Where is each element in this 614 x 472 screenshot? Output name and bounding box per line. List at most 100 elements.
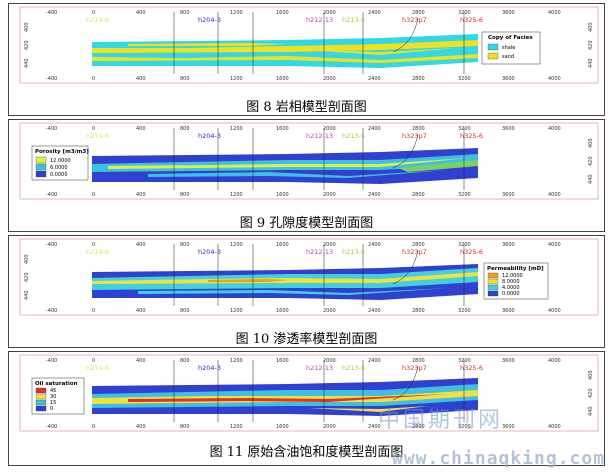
well-label: h204-3 [198,248,221,256]
y-tick-label: 400 [588,138,594,148]
tick-label: 0 [92,424,95,430]
tick-label: 2400 [368,126,381,132]
well-lines [173,360,465,422]
tick-label: 3200 [458,358,471,364]
tick-label: 4000 [548,308,561,314]
legend-item: 12.0000 [502,273,523,279]
tick-label: 2800 [412,76,425,82]
x-axis-top: -400 0 400 800 1200 1600 2000 2400 2800 … [46,358,561,364]
x-axis-top: -400 0 400 800 1200 1600 2000 2400 2800 … [46,126,561,132]
tick-label: 800 [180,76,190,82]
y-tick-label: 420 [588,388,594,398]
watermark-cn: 中国期刊网 [378,408,504,433]
y-tick-label: 400 [24,254,30,264]
tick-label: 0 [92,10,95,16]
permeability-section-plot: -400 0 400 800 1200 1600 2000 2400 2800 … [19,238,599,316]
y-tick-label: 400 [24,22,30,32]
well-labels: h214-6 h204-3 h212-13 h213-5 h323p7 h325… [86,132,483,140]
tick-label: 4000 [548,358,561,364]
legend-item: 45 [50,388,56,394]
x-axis-bottom: -400 0 400 800 1200 1600 2000 2400 2800 … [46,76,561,82]
legend-item: 15 [50,400,56,406]
tick-label: -400 [46,358,57,364]
tick-label: 400 [136,10,146,16]
tick-label: 800 [180,308,190,314]
well-label: h212-13 [306,16,333,24]
well-label: h214-6 [86,248,109,256]
tick-label: -400 [46,192,57,198]
tick-label: 1200 [230,126,243,132]
legend-item: sand [502,54,514,60]
y-tick-label: 440 [588,406,594,416]
tick-label: 2800 [412,308,425,314]
legend-title: Permeability [mD] [487,266,544,272]
tick-label: 2000 [323,76,336,82]
porosity-section-plot: -400 0 400 800 1200 1600 2000 2400 2800 … [19,122,599,200]
well-lines [173,128,465,190]
oil-saturation-section-panel: -400 0 400 800 1200 1600 2000 2400 2800 … [8,352,605,433]
legend-item: 0 [50,406,53,412]
well-label: h325-6 [460,16,483,24]
well-label: h323p7 [402,132,427,140]
well-label: h214-6 [86,132,109,140]
tick-label: 2400 [368,192,381,198]
legend-item: 12.0000 [50,158,71,164]
y-axis-right: 400 420 440 [588,22,594,68]
tick-label: 3200 [458,242,471,248]
well-label: h204-3 [198,132,221,140]
legend-porosity: Porosity [m3/m3] 12.0000 6.0000 0.0000 [31,145,89,181]
tick-label: 2800 [412,10,425,16]
legend-title: Copy of Facies [488,35,533,41]
tick-label: 3600 [502,76,515,82]
tick-label: 3600 [502,192,515,198]
y-tick-label: 400 [588,370,594,380]
y-tick-label: 400 [588,22,594,32]
tick-label: 2400 [368,76,381,82]
tick-label: 2000 [323,358,336,364]
tick-label: 2000 [323,308,336,314]
tick-label: 800 [180,10,190,16]
oil-saturation-section-plot: -400 0 400 800 1200 1600 2000 2400 2800 … [19,354,599,432]
tick-label: 2000 [323,424,336,430]
well-label: h212-13 [306,132,333,140]
y-tick-label: 420 [588,40,594,50]
tick-label: -400 [46,10,57,16]
tick-label: 0 [92,242,95,248]
facies-section-panel: -400 0 400 800 1200 1600 2000 2400 2800 … [8,4,605,85]
figure-8-caption: 图 8 岩相模型剖面图 [246,100,367,115]
tick-label: 3200 [458,76,471,82]
tick-label: 400 [136,308,146,314]
tick-label: 3600 [502,126,515,132]
figure-10-caption: 图 10 渗透率模型剖面图 [235,332,378,347]
tick-label: -400 [46,424,57,430]
tick-label: 800 [180,242,190,248]
tick-label: 2800 [412,192,425,198]
tick-label: 3600 [502,10,515,16]
tick-label: 400 [136,358,146,364]
tick-label: 2000 [323,10,336,16]
y-tick-label: 440 [588,174,594,184]
tick-label: 400 [136,192,146,198]
y-axis-right: 400 420 440 [588,370,594,416]
tick-label: 3200 [458,126,471,132]
legend-oil-saturation: Oil saturation 45 30 15 0 [31,377,85,415]
tick-label: 400 [136,126,146,132]
tick-label: 800 [180,358,190,364]
tick-label: 400 [136,242,146,248]
legend-item: 8.0000 [502,279,520,285]
tick-label: 800 [180,126,190,132]
well-label: h212-13 [306,364,333,372]
well-label: h323p7 [402,16,427,24]
tick-label: 1200 [230,10,243,16]
tick-label: 3200 [458,10,471,16]
well-label: h325-6 [460,364,483,372]
well-label: h214-6 [86,16,109,24]
tick-label: 2400 [368,242,381,248]
legend-item: shale [502,45,515,51]
tick-label: 1600 [276,76,289,82]
y-tick-label: 420 [588,156,594,166]
y-tick-label: 440 [24,58,30,68]
legend-item: 4.0000 [502,285,520,291]
tick-label: 1600 [276,242,289,248]
tick-label: 1600 [276,10,289,16]
